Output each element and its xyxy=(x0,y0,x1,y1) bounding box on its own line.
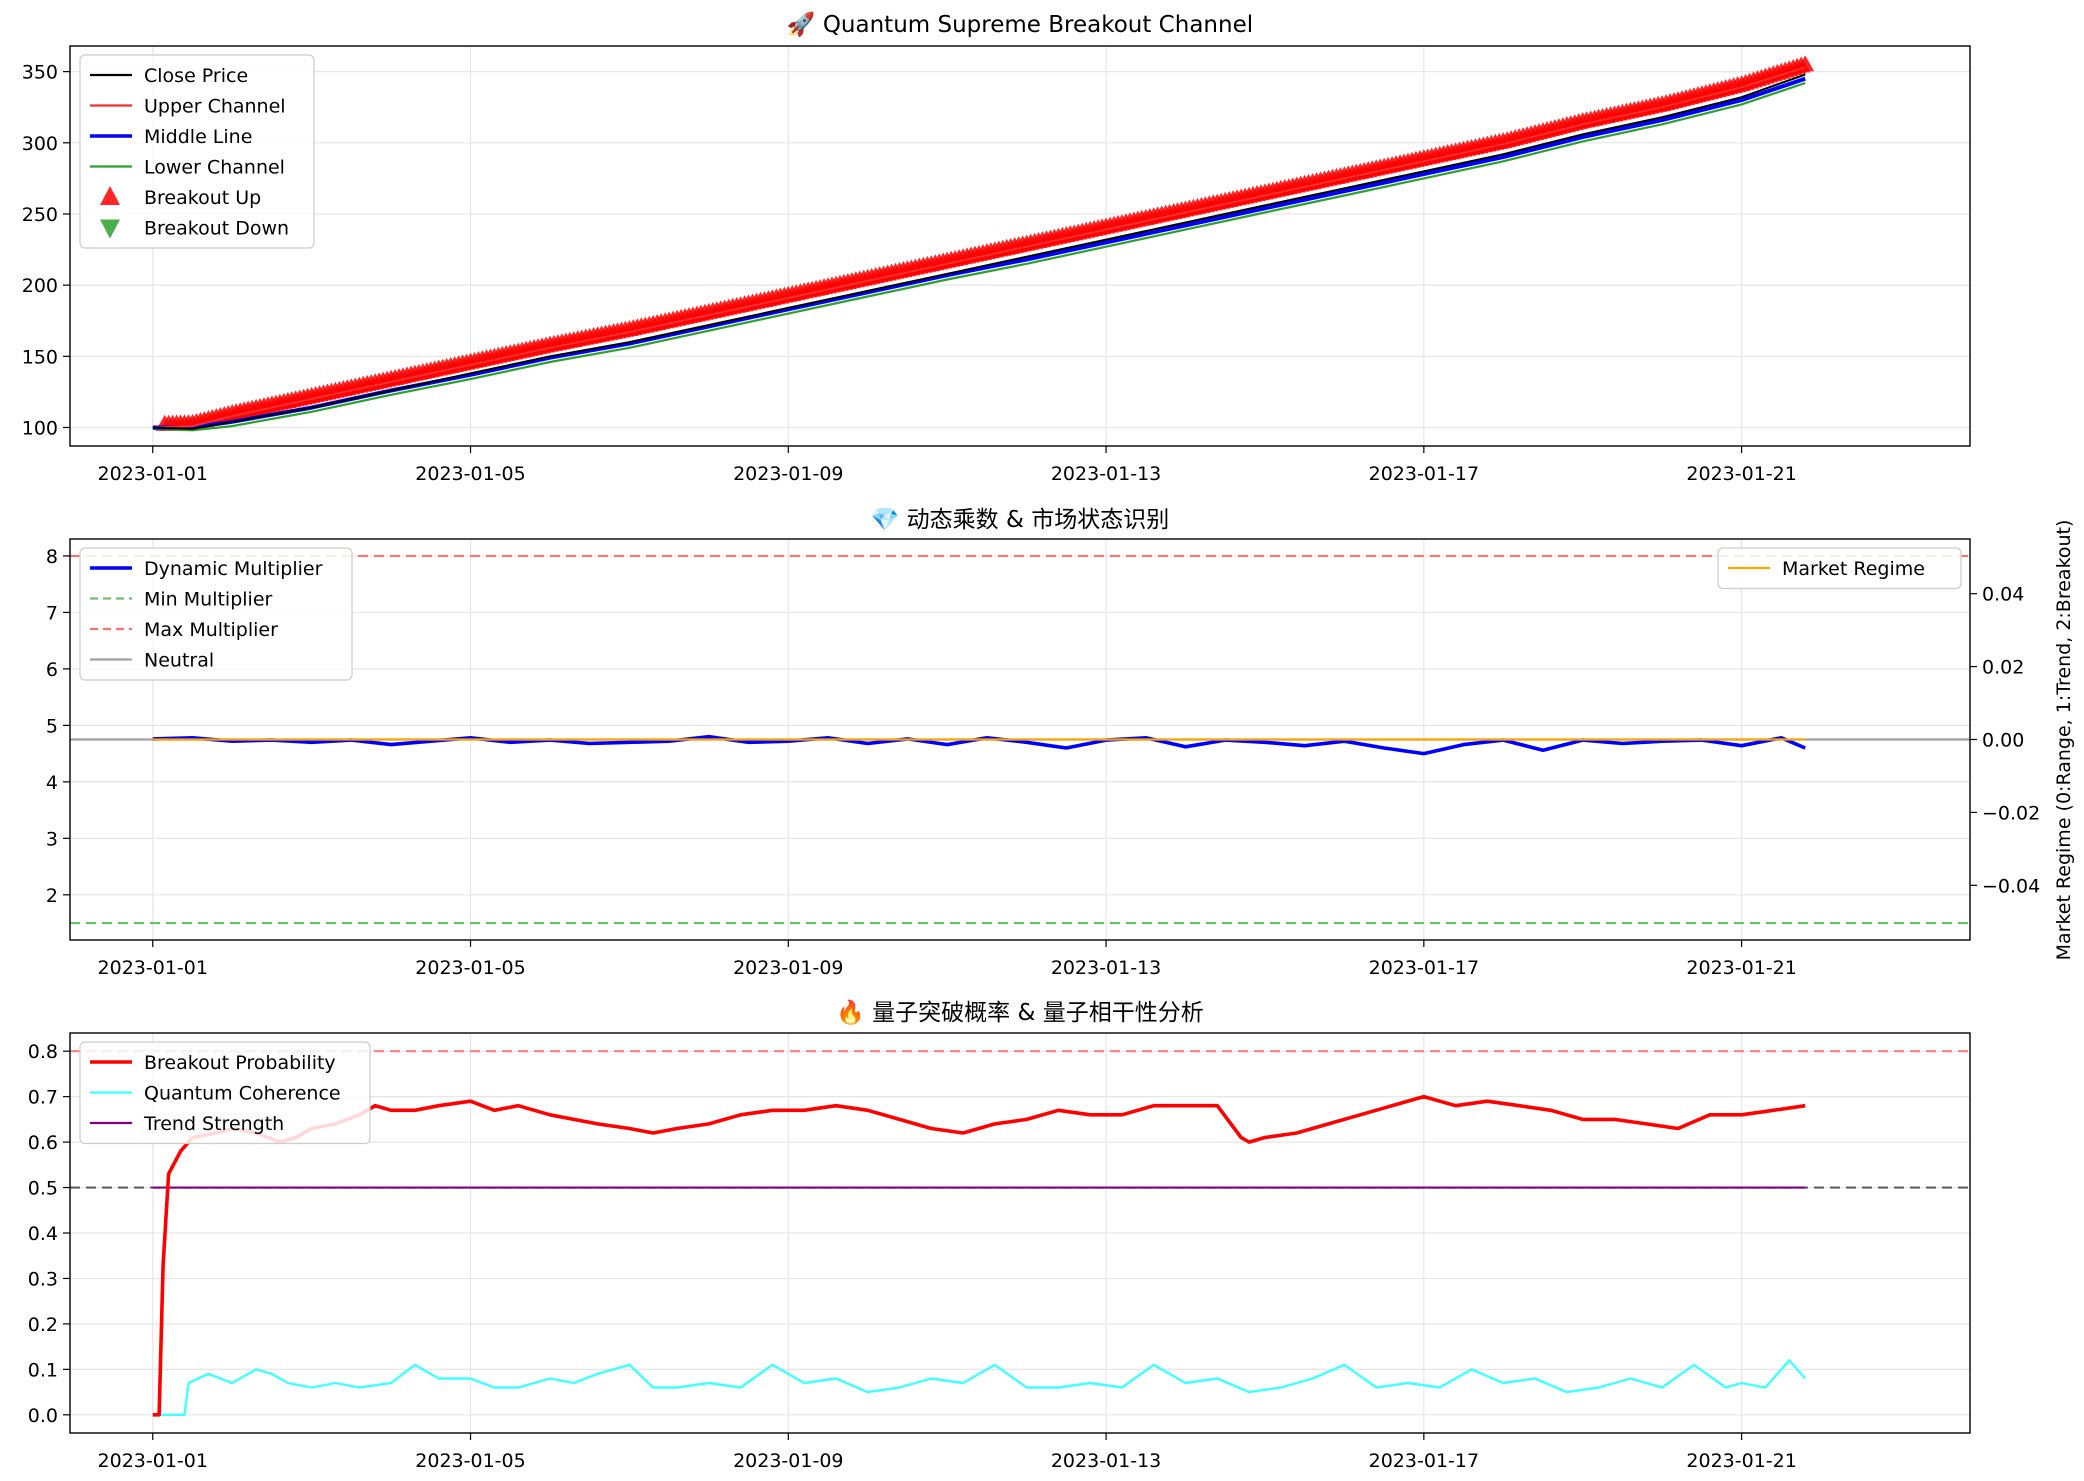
x-tick-label: 2023-01-13 xyxy=(1051,463,1161,485)
x-tick-label: 2023-01-13 xyxy=(1051,957,1161,979)
legend-label: Max Multiplier xyxy=(144,619,278,641)
legend-regime: Market Regime xyxy=(1717,547,1962,590)
panel-title: 🚀 Quantum Supreme Breakout Channel xyxy=(787,11,1253,38)
y-tick-label: 0.0 xyxy=(28,1405,58,1427)
y2-tick-label: 0.00 xyxy=(1982,730,2024,752)
series-line-close-price xyxy=(152,73,1806,430)
y-tick-label: 350 xyxy=(22,62,58,84)
x-tick-label: 2023-01-13 xyxy=(1051,1450,1161,1472)
x-tick-label: 2023-01-09 xyxy=(733,463,843,485)
y-tick-label: 100 xyxy=(22,417,58,439)
legend: Close Price Upper Channel Middle Line Lower… xyxy=(79,54,315,249)
series-line-quantum-coherence xyxy=(152,1359,1807,1416)
y-tick-label: 7 xyxy=(46,602,58,624)
y-ticks: 100 150 200 250 300 350 xyxy=(22,62,70,439)
panel-price-channel: 🚀 Quantum Supreme Breakout Channel 100 15… xyxy=(22,11,1971,485)
x-tick-label: 2023-01-21 xyxy=(1686,1450,1796,1472)
y-tick-label: 6 xyxy=(46,659,58,681)
y-tick-label: 5 xyxy=(46,715,58,737)
legend-box xyxy=(79,54,315,249)
x-tick-label: 2023-01-01 xyxy=(98,1450,208,1472)
x-tick-label: 2023-01-17 xyxy=(1369,957,1479,979)
y2-tick-label: −0.04 xyxy=(1982,875,2040,897)
legend-marker xyxy=(100,186,120,205)
x-tick-label: 2023-01-05 xyxy=(415,463,525,485)
y-tick-label: 0.6 xyxy=(28,1132,58,1154)
x-tick-label: 2023-01-09 xyxy=(733,1450,843,1472)
legend-label: Breakout Up xyxy=(144,187,261,209)
y-ticks: 0.0 0.1 0.2 0.3 0.4 0.5 0.6 0.7 0.8 xyxy=(28,1041,70,1427)
panel-title: 💎 动态乘数 & 市场状态识别 xyxy=(871,507,1170,533)
legend-label: Quantum Coherence xyxy=(144,1083,341,1105)
legend-label: Lower Channel xyxy=(144,157,285,179)
legend-box xyxy=(1717,547,1962,590)
x-tick-label: 2023-01-17 xyxy=(1369,463,1479,485)
x-tick-label: 2023-01-05 xyxy=(415,957,525,979)
legend-marker xyxy=(100,219,120,239)
y-tick-label: 200 xyxy=(22,275,58,297)
panel-title: 🔥 量子突破概率 & 量子相干性分析 xyxy=(836,999,1204,1026)
y2-axis-label: Market Regime (0:Range, 1:Trend, 2:Break… xyxy=(2053,520,2075,961)
panel-probability: 🔥 量子突破概率 & 量子相干性分析 0.0 0.1 0.2 0.3 0.4 0.5 0.6… xyxy=(28,999,1971,1472)
x-tick-label: 2023-01-09 xyxy=(733,957,843,979)
x-tick-label: 2023-01-05 xyxy=(415,1450,525,1472)
x-ticks: 2023-01-01 2023-01-05 2023-01-09 2023-01-13… xyxy=(98,1433,1797,1472)
y-tick-label: 8 xyxy=(46,546,58,568)
legend-label: Dynamic Multiplier xyxy=(144,558,323,580)
y-tick-label: 3 xyxy=(46,828,58,850)
series-line-upper-channel xyxy=(152,66,1806,429)
series-line-dynamic-multiplier xyxy=(152,734,1806,756)
legend-label: Breakout Probability xyxy=(144,1052,336,1074)
y-tick-label: 150 xyxy=(22,346,58,368)
y-tick-label: 0.8 xyxy=(28,1041,58,1063)
legend-label: Market Regime xyxy=(1782,558,1925,580)
y-tick-label: 0.5 xyxy=(28,1178,58,1200)
y-tick-label: 0.4 xyxy=(28,1223,58,1245)
plot-frame xyxy=(69,45,1971,447)
x-ticks: 2023-01-01 2023-01-05 2023-01-09 2023-01-13… xyxy=(98,940,1797,979)
series-line-lower-channel xyxy=(152,81,1806,432)
legend: Dynamic Multiplier Min Multiplier Max Mult… xyxy=(79,547,353,681)
y2-ticks: 0.04 0.02 0.00 −0.02 −0.04 xyxy=(1970,584,2040,897)
legend-label: Close Price xyxy=(144,65,248,87)
legend-label: Breakout Down xyxy=(144,218,289,240)
x-tick-label: 2023-01-01 xyxy=(98,957,208,979)
x-tick-label: 2023-01-21 xyxy=(1686,463,1796,485)
y2-tick-label: 0.02 xyxy=(1982,657,2024,679)
y-tick-label: 4 xyxy=(46,772,58,794)
legend-label: Neutral xyxy=(144,650,214,672)
panel-multiplier: 💎 动态乘数 & 市场状态识别 2 3 4 5 6 7 8 0.04 0.02 0.00 −0.0… xyxy=(46,507,2075,979)
series-layer xyxy=(70,554,1970,925)
legend-label: Trend Strength xyxy=(143,1113,284,1135)
y2-tick-label: 0.04 xyxy=(1982,584,2024,606)
x-tick-label: 2023-01-01 xyxy=(98,463,208,485)
series-layer xyxy=(152,55,1815,432)
y-tick-label: 0.2 xyxy=(28,1314,58,1336)
x-tick-label: 2023-01-17 xyxy=(1369,1450,1479,1472)
y-ticks: 2 3 4 5 6 7 8 xyxy=(46,546,70,907)
breakout-up-marker xyxy=(1796,55,1815,72)
x-ticks: 2023-01-01 2023-01-05 2023-01-09 2023-01-13… xyxy=(98,446,1797,485)
y-tick-label: 0.7 xyxy=(28,1087,58,1109)
legend-box xyxy=(79,547,353,681)
legend-label: Middle Line xyxy=(144,126,252,148)
legend: Breakout Probability Quantum Coherence Tre… xyxy=(79,1041,371,1145)
y2-tick-label: −0.02 xyxy=(1982,802,2040,824)
y-tick-label: 0.3 xyxy=(28,1268,58,1290)
y-tick-label: 300 xyxy=(22,133,58,155)
grid xyxy=(70,46,1970,446)
legend-box xyxy=(79,1041,371,1145)
x-tick-label: 2023-01-21 xyxy=(1686,957,1796,979)
y-tick-label: 2 xyxy=(46,885,58,907)
y-tick-label: 250 xyxy=(22,204,58,226)
legend-label: Upper Channel xyxy=(144,96,286,118)
y-tick-label: 0.1 xyxy=(28,1359,58,1381)
legend-label: Min Multiplier xyxy=(144,589,273,611)
